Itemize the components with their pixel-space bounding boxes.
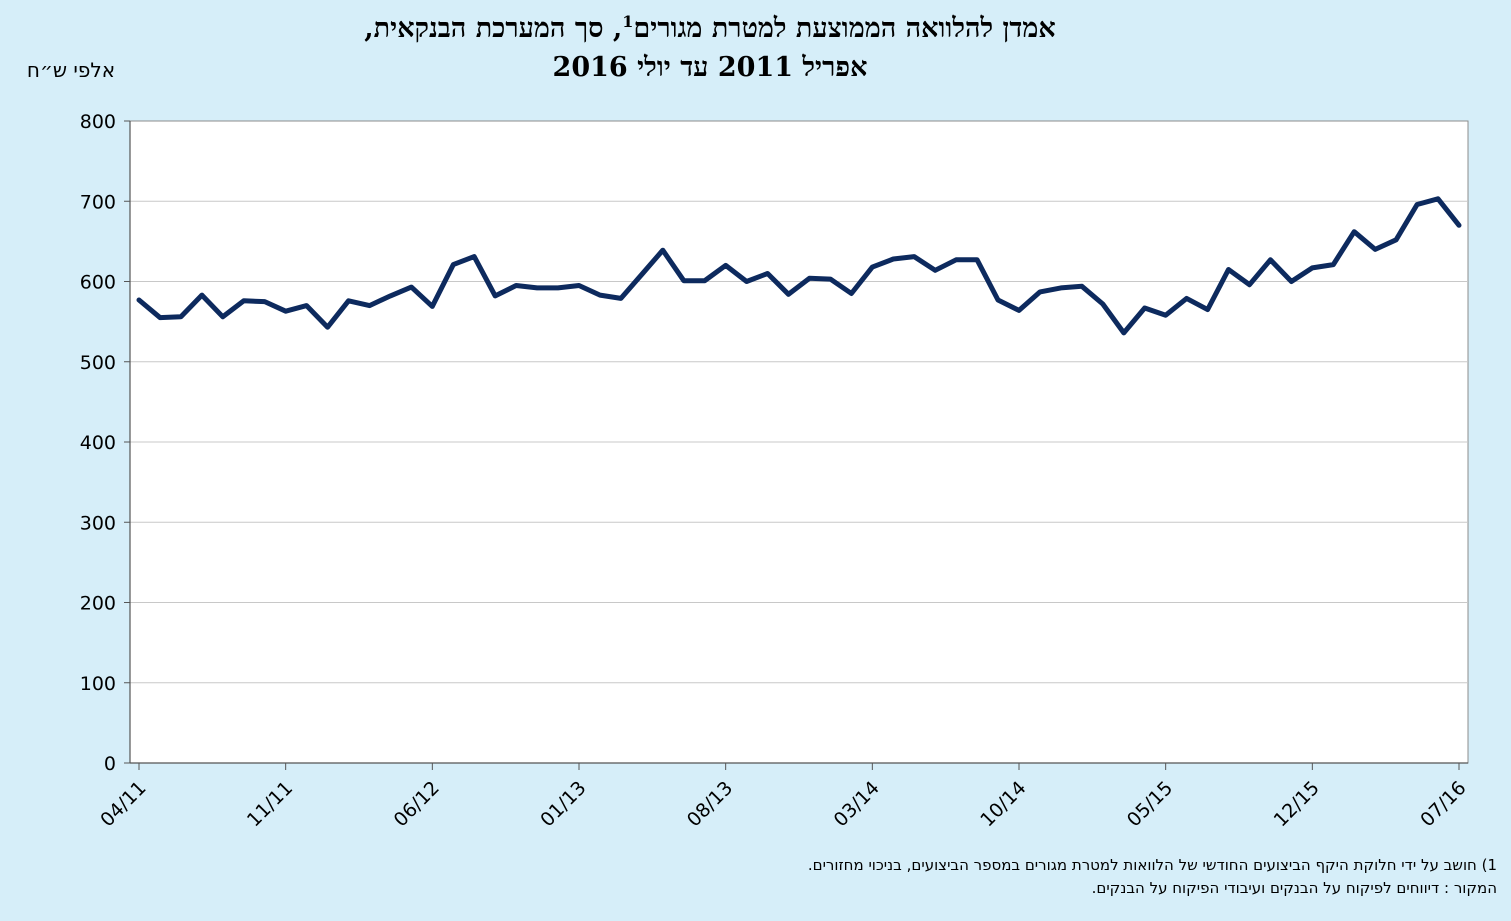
- data-point-36: [893, 259, 894, 260]
- y-tick-labels: 0 100 200 300 400 500 600 700 800: [80, 111, 116, 775]
- data-point-48: [1144, 308, 1145, 309]
- data-point-35: [872, 267, 873, 268]
- x-tick-label-08-13: 08/13: [683, 777, 737, 831]
- data-point-28: [725, 265, 726, 266]
- data-point-47: [1123, 332, 1124, 333]
- data-point-54: [1270, 259, 1271, 260]
- data-point-23: [620, 298, 621, 299]
- x-tick-label-12-15: 12/15: [1270, 777, 1324, 831]
- footnote-marker: 1: [622, 12, 634, 31]
- data-point-13: [411, 287, 412, 288]
- data-point-16: [474, 256, 475, 257]
- data-point-45: [1081, 286, 1082, 287]
- data-point-4: [222, 316, 223, 317]
- data-point-46: [1102, 304, 1103, 305]
- data-point-51: [1207, 309, 1208, 310]
- data-point-60: [1396, 239, 1397, 240]
- data-point-49: [1165, 315, 1166, 316]
- data-point-61: [1417, 204, 1418, 205]
- chart-title-pre: אמדן להלוואה הממוצעת למטרת מגורים: [633, 13, 1056, 44]
- x-tick-label-03-14: 03/14: [830, 777, 884, 831]
- data-point-3: [201, 295, 202, 296]
- y-axis-unit-label: אלפי ש״ח: [26, 58, 116, 82]
- data-point-12: [390, 295, 391, 296]
- y-tick-label-700: 700: [80, 191, 116, 213]
- series-group: [136, 196, 1462, 336]
- data-point-8: [306, 305, 307, 306]
- data-point-38: [935, 270, 936, 271]
- y-tick-label-300: 300: [80, 512, 116, 534]
- data-point-59: [1375, 249, 1376, 250]
- data-point-22: [600, 295, 601, 296]
- data-point-19: [537, 287, 538, 288]
- data-point-52: [1228, 269, 1229, 270]
- x-tick-label-04-11: 04/11: [96, 777, 150, 831]
- data-point-6: [264, 301, 265, 302]
- data-point-17: [495, 295, 496, 296]
- chart-title-line-2: אפריל 2011 עד יולי 2016: [552, 52, 868, 83]
- x-tick-label-06-12: 06/12: [390, 777, 444, 831]
- data-point-32: [809, 278, 810, 279]
- data-point-10: [348, 300, 349, 301]
- data-point-11: [369, 305, 370, 306]
- data-point-57: [1333, 264, 1334, 265]
- gridlines: [130, 200, 1468, 684]
- data-point-53: [1249, 284, 1250, 285]
- x-tick-label-05-15: 05/15: [1123, 777, 1177, 831]
- x-tick-label-07-16: 07/16: [1416, 777, 1470, 831]
- data-point-37: [914, 256, 915, 257]
- series-line: [136, 196, 1462, 336]
- data-point-40: [977, 259, 978, 260]
- data-point-41: [998, 300, 999, 301]
- data-point-1: [160, 317, 161, 318]
- y-tick-label-800: 800: [80, 111, 116, 133]
- source-note: המקור : דיווחים לפיקוח על הבנקים ועיבודי…: [1091, 879, 1497, 897]
- axes: [124, 120, 1468, 770]
- x-tick-labels: 04/11 11/11 06/12 01/13 08/13 03/14 10/14 05/15…: [96, 777, 1470, 831]
- data-point-34: [851, 293, 852, 294]
- y-tick-label-600: 600: [80, 272, 116, 294]
- data-point-27: [704, 280, 705, 281]
- y-tick-label-500: 500: [80, 352, 116, 374]
- y-tick-label-400: 400: [80, 432, 116, 454]
- chart-title-post: , סך המערכת הבנקאית,: [364, 13, 623, 44]
- data-point-25: [662, 250, 663, 251]
- data-point-0: [139, 300, 140, 301]
- data-point-43: [1040, 291, 1041, 292]
- data-point-5: [243, 300, 244, 301]
- data-point-29: [746, 281, 747, 282]
- x-tick-label-10-14: 10/14: [976, 777, 1030, 831]
- line-chart: 0 100 200 300 400 500 600 700 800 04/11 11/11 06/1…: [80, 111, 1471, 831]
- data-point-31: [788, 294, 789, 295]
- y-tick-label-0: 0: [104, 753, 116, 775]
- data-point-39: [956, 259, 957, 260]
- data-point-7: [285, 311, 286, 312]
- data-point-58: [1354, 231, 1355, 232]
- data-point-50: [1186, 298, 1187, 299]
- data-point-63: [1459, 225, 1460, 226]
- data-point-2: [180, 316, 181, 317]
- footnote: 1) חושב על ידי חלוקת היקף הביצועים החודש…: [807, 856, 1497, 874]
- data-point-21: [579, 285, 580, 286]
- data-point-30: [767, 273, 768, 274]
- data-point-9: [327, 327, 328, 328]
- data-point-20: [558, 287, 559, 288]
- data-point-18: [516, 285, 517, 286]
- data-point-24: [641, 274, 642, 275]
- data-point-33: [830, 279, 831, 280]
- data-point-14: [432, 306, 433, 307]
- data-point-42: [1019, 310, 1020, 311]
- data-point-15: [453, 264, 454, 265]
- data-point-62: [1438, 198, 1439, 199]
- y-tick-label-200: 200: [80, 593, 116, 615]
- data-point-56: [1312, 267, 1313, 268]
- y-tick-label-100: 100: [80, 673, 116, 695]
- x-tick-label-11-11: 11/11: [243, 777, 297, 831]
- data-point-55: [1291, 281, 1292, 282]
- data-point-44: [1060, 287, 1061, 288]
- data-point-26: [683, 280, 684, 281]
- x-tick-label-01-13: 01/13: [536, 777, 590, 831]
- chart-title-line-1: אמדן להלוואה הממוצעת למטרת מגורים1, סך ה…: [200, 12, 1220, 44]
